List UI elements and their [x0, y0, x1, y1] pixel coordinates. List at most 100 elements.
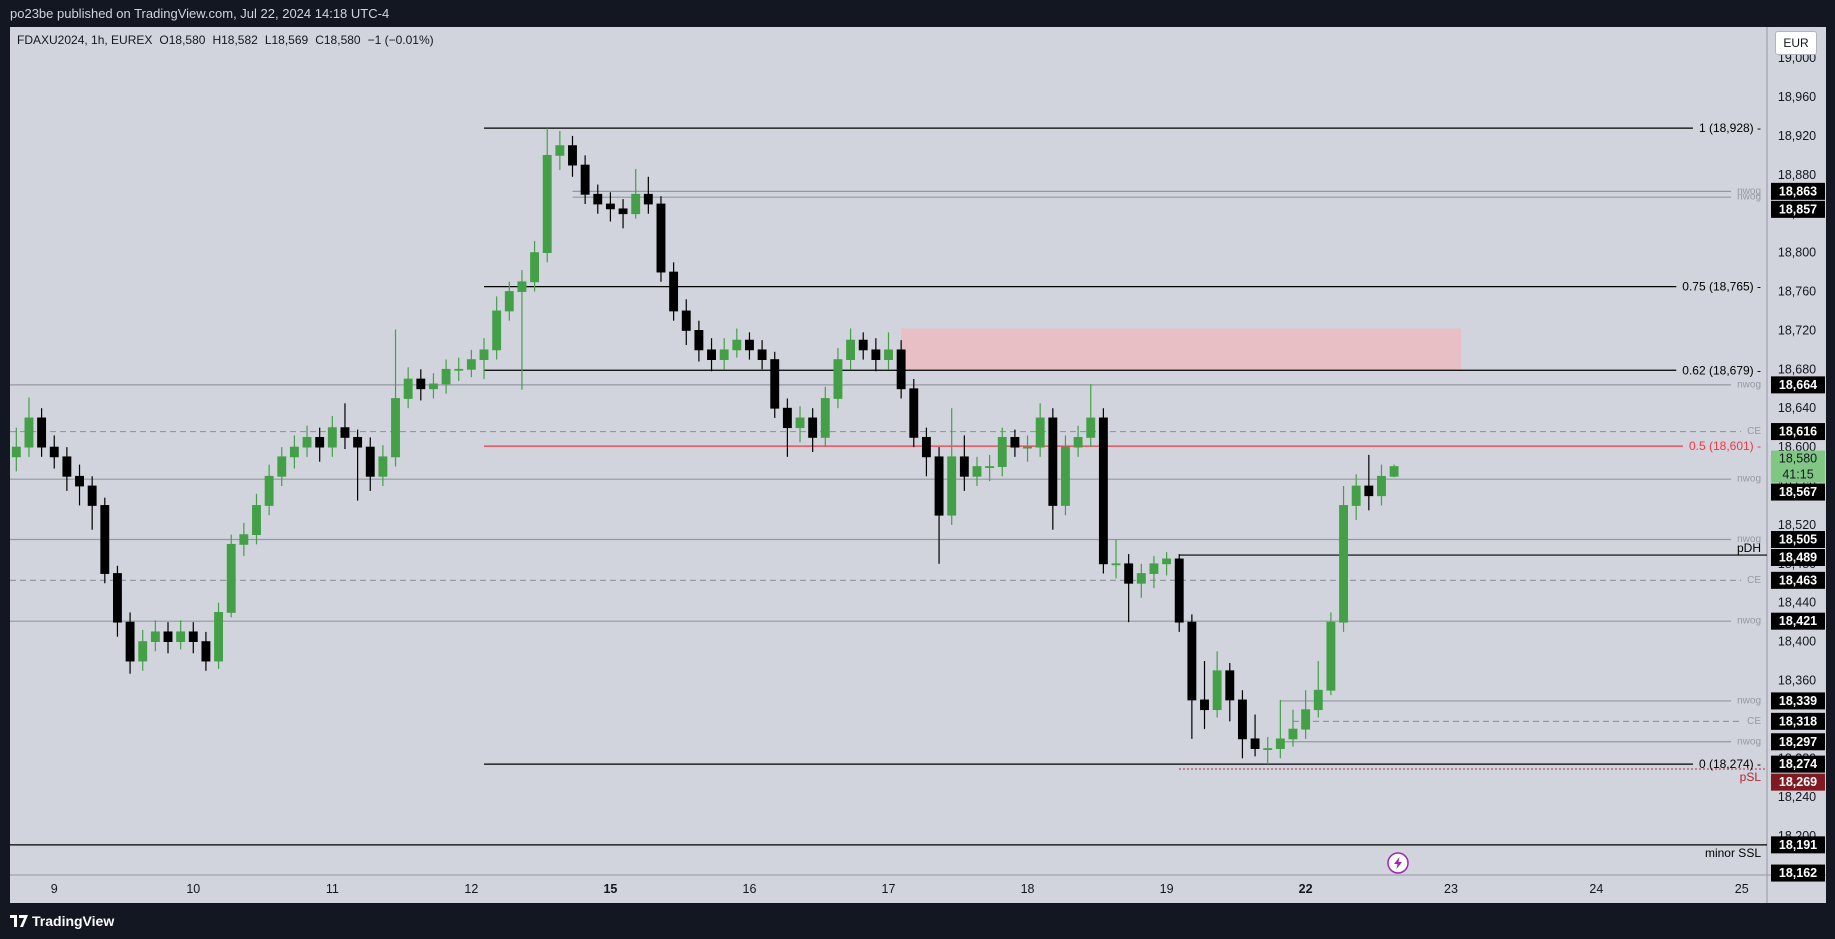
- x-tick-label: 17: [882, 882, 896, 896]
- level-price-box: [1771, 200, 1825, 218]
- candle-body: [1187, 621, 1197, 701]
- level-tag: pDH: [1737, 541, 1761, 555]
- candle-body: [909, 388, 919, 438]
- level-price-label: 18,162: [1779, 866, 1817, 880]
- candle-body: [252, 505, 261, 536]
- y-tick-label: 18,720: [1778, 323, 1816, 337]
- ohlc-low: L18,569: [264, 33, 309, 47]
- candle-body: [846, 339, 856, 360]
- candle-body: [1200, 699, 1209, 711]
- x-tick-label: 16: [743, 882, 757, 896]
- candle-body: [972, 466, 982, 477]
- level-price-box: [1771, 423, 1825, 441]
- level-price-label: 18,664: [1779, 378, 1817, 392]
- x-tick-label: 22: [1299, 882, 1313, 896]
- level-tag: pSL: [1740, 770, 1762, 784]
- level-tag: 1 (18,928) -: [1699, 121, 1761, 135]
- level-price-label: 18,489: [1779, 550, 1817, 564]
- plot-area: [10, 127, 1767, 846]
- candle-body: [921, 436, 931, 458]
- candle-body: [49, 446, 59, 458]
- candle-body: [656, 203, 666, 273]
- brand-name: TradingView: [32, 913, 115, 929]
- y-tick-label: 18,520: [1778, 518, 1816, 532]
- candle-body: [1061, 446, 1070, 506]
- candle-body: [504, 291, 514, 312]
- candle-body: [820, 398, 830, 438]
- candle-body: [441, 368, 451, 385]
- x-tick-label: 12: [464, 882, 478, 896]
- publish-info: po23be published on TradingView.com, Jul…: [10, 6, 390, 21]
- candle-body: [289, 446, 299, 458]
- level-price-box: [1771, 548, 1825, 566]
- candle-body: [745, 339, 754, 351]
- level-price-label: 18,863: [1779, 184, 1817, 198]
- alert-icon: [1387, 852, 1409, 874]
- candle-body: [517, 281, 527, 292]
- candle-body: [62, 456, 72, 477]
- candle-body: [302, 436, 312, 448]
- candle-body: [1023, 446, 1032, 449]
- level-price-label: 18,857: [1779, 202, 1817, 216]
- candle-body: [643, 193, 653, 205]
- candle-body: [732, 339, 742, 351]
- candle-body: [580, 164, 590, 195]
- currency-button[interactable]: EUR: [1775, 31, 1817, 55]
- candle-body: [858, 339, 868, 351]
- ohlc-open: O18,580: [159, 33, 206, 47]
- level-tag: CE: [1747, 426, 1761, 437]
- candle-body: [1263, 748, 1273, 750]
- candle-body: [214, 612, 224, 662]
- candle-body: [530, 252, 540, 283]
- level-price-box: [1771, 376, 1825, 394]
- candle-body: [1098, 417, 1108, 565]
- candle-body: [985, 466, 995, 468]
- candle-body: [1377, 475, 1386, 497]
- level-tag: nwog: [1737, 534, 1761, 545]
- candle-body: [479, 349, 489, 360]
- candle-body: [1250, 738, 1260, 749]
- x-tick-label: 15: [603, 882, 617, 896]
- candle-body: [492, 310, 502, 351]
- candle-body: [11, 446, 21, 458]
- level-price-box: [1771, 864, 1825, 882]
- y-tick-label: 18,400: [1778, 635, 1816, 649]
- level-price-label: 18,191: [1779, 838, 1817, 852]
- candle-body: [719, 349, 729, 360]
- candle-body: [568, 145, 577, 166]
- candle-body: [1010, 436, 1020, 448]
- level-price-box: [1771, 836, 1825, 854]
- level-price-label: 18,297: [1779, 735, 1817, 749]
- x-tick-label: 9: [51, 882, 58, 896]
- candle-body: [365, 446, 375, 477]
- candle-body: [681, 310, 691, 331]
- candle-body: [1339, 505, 1348, 623]
- axes: 18,20018,24018,28018,32018,36018,40018,4…: [51, 51, 1825, 896]
- x-tick-label: 10: [186, 882, 200, 896]
- level-tag: nwog: [1737, 186, 1761, 197]
- y-tick-label: 18,240: [1778, 790, 1816, 804]
- candle-body: [100, 505, 110, 574]
- level-price-label: 18,567: [1779, 485, 1817, 499]
- last-price-label: 18,580: [1779, 452, 1817, 466]
- candle-body: [1351, 485, 1361, 506]
- level-price-box: [1771, 773, 1825, 791]
- candle-body: [1111, 563, 1121, 566]
- candle-body: [327, 427, 337, 448]
- candle-body: [1035, 417, 1045, 448]
- candle-body: [1162, 558, 1172, 565]
- candle-body: [884, 349, 893, 360]
- x-tick-label: 19: [1160, 882, 1174, 896]
- candle-body: [1275, 738, 1285, 749]
- level-price-label: 18,274: [1779, 757, 1817, 771]
- top-bar: po23be published on TradingView.com, Jul…: [0, 0, 1835, 27]
- supply-zone: [901, 328, 1462, 371]
- last-price-box: [1771, 450, 1825, 483]
- candle-body: [694, 330, 704, 351]
- x-tick-label: 18: [1021, 882, 1035, 896]
- candle-body: [1389, 466, 1399, 477]
- candle-body: [1288, 728, 1298, 740]
- candle-body: [1212, 670, 1222, 711]
